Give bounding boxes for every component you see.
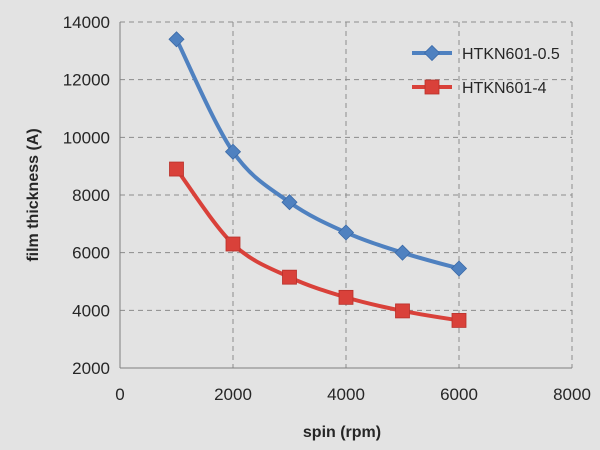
gridlines	[120, 21, 573, 368]
y-axis-title: film thickness (A)	[25, 128, 42, 261]
series-HTKN601-4	[169, 161, 467, 328]
axes: 0 2000 4000 6000 8000 2000 4000 6000 8000 10000 12…	[63, 13, 591, 404]
diamond-marker	[394, 244, 411, 261]
series-line	[174, 167, 461, 323]
legend: HTKN601-0.5 HTKN601-4	[412, 44, 560, 97]
x-axis-title: spin (rpm)	[303, 424, 381, 441]
series-HTKN601-0.5	[168, 31, 468, 277]
legend-label: HTKN601-4	[462, 80, 547, 97]
y-tick-label: 14000	[63, 13, 110, 32]
diamond-marker	[337, 224, 355, 241]
square-marker	[282, 269, 297, 285]
series-line	[174, 37, 461, 271]
diamond-marker	[168, 31, 185, 48]
x-tick-label: 4000	[327, 385, 365, 404]
square-marker	[395, 303, 410, 319]
legend-label: HTKN601-0.5	[462, 46, 560, 63]
x-tick-label: 8000	[553, 385, 591, 404]
x-tick-label: 2000	[214, 385, 252, 404]
y-tick-label: 2000	[72, 359, 110, 378]
square-marker	[169, 161, 184, 177]
y-tick-label: 6000	[72, 244, 110, 263]
diamond-marker	[281, 194, 298, 211]
y-tick-label: 10000	[63, 128, 110, 147]
diamond-marker	[450, 260, 468, 277]
square-marker	[225, 236, 241, 252]
y-tick-label: 12000	[63, 71, 110, 90]
x-tick-label: 6000	[440, 385, 478, 404]
square-marker	[338, 289, 354, 305]
data-series	[168, 31, 468, 328]
y-tick-label: 8000	[72, 186, 110, 205]
legend-entry: HTKN601-0.5	[412, 44, 560, 63]
legend-marker-icon	[423, 44, 441, 62]
square-marker	[451, 313, 467, 328]
x-tick-label: 0	[115, 385, 124, 404]
diamond-marker	[224, 143, 242, 160]
legend-marker-icon	[424, 79, 440, 95]
legend-entry: HTKN601-4	[412, 79, 547, 97]
y-tick-label: 4000	[72, 301, 110, 320]
